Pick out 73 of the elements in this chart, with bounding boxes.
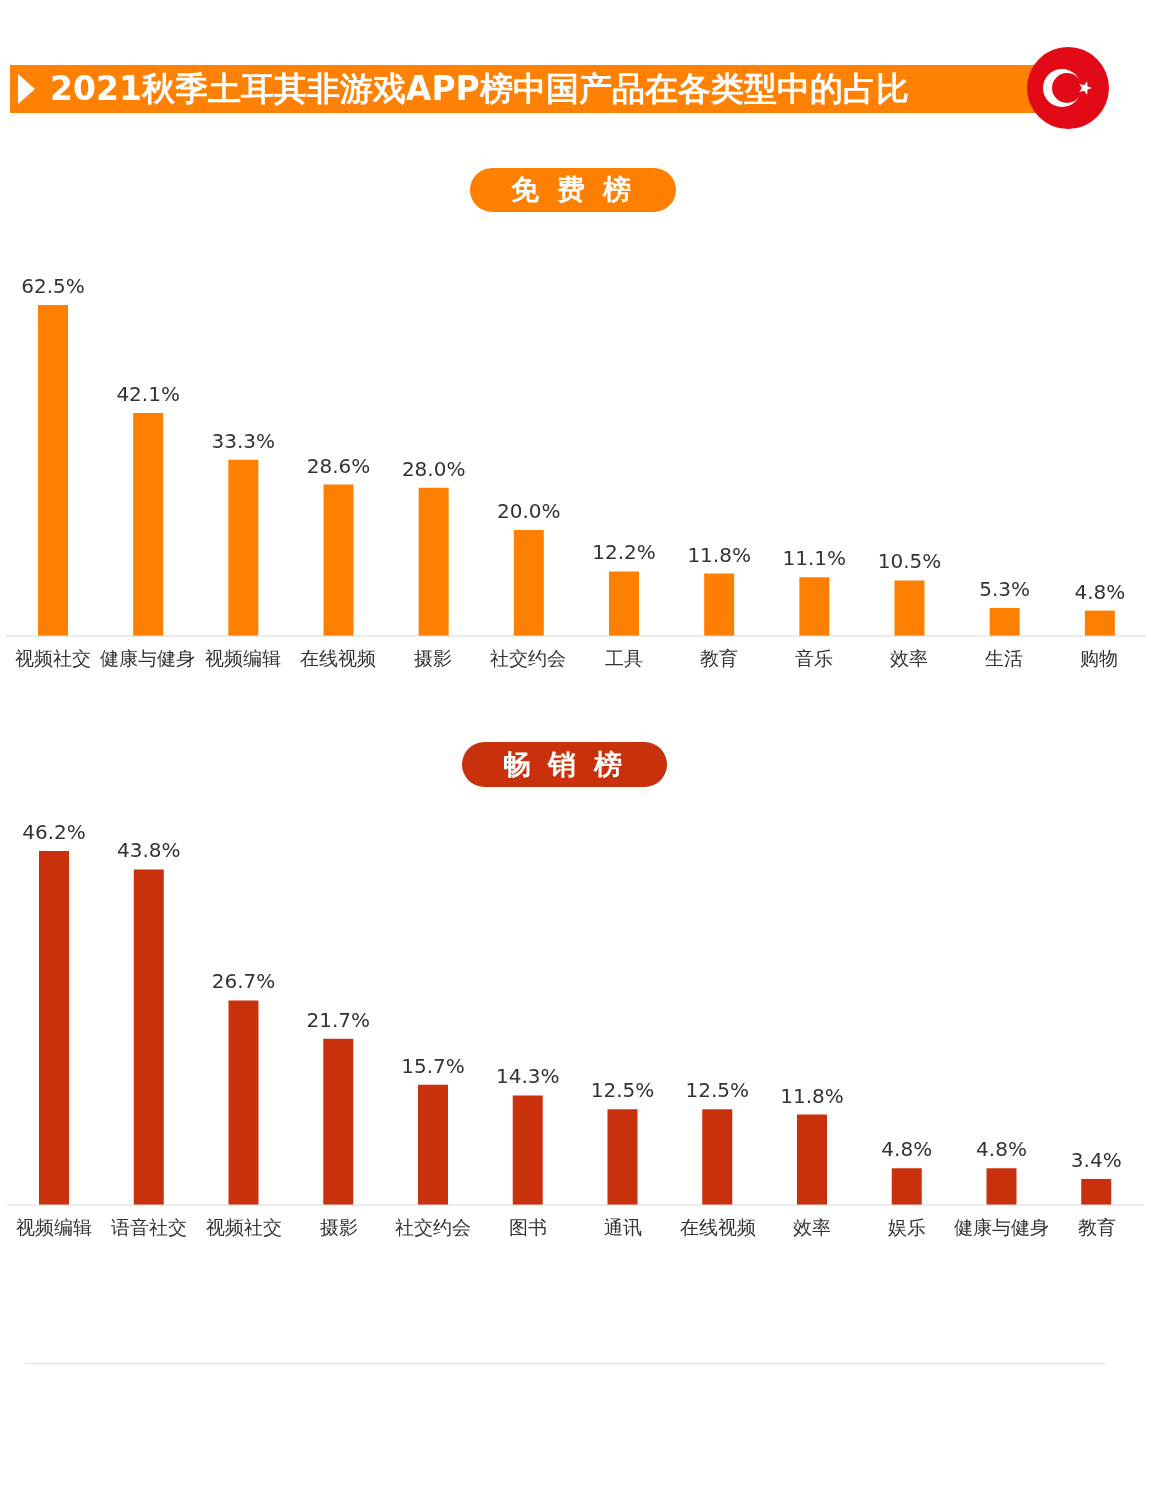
x-tick-label: 购物 <box>1080 647 1119 670</box>
bar <box>702 1109 733 1205</box>
bar <box>609 571 639 636</box>
data-label: 62.5% <box>21 274 85 298</box>
bar <box>133 413 164 636</box>
bar <box>323 484 354 636</box>
x-tick-label: 教育 <box>699 647 738 670</box>
data-label: 4.8% <box>976 1137 1027 1162</box>
x-tick-label: 效率 <box>793 1216 832 1239</box>
data-label: 12.5% <box>685 1078 750 1103</box>
data-label: 3.4% <box>1070 1147 1122 1172</box>
x-tick-label: 在线视频 <box>300 647 377 670</box>
bar <box>512 1095 543 1205</box>
data-label: 14.3% <box>495 1064 560 1089</box>
bar <box>799 577 830 636</box>
bar <box>38 305 68 636</box>
bar <box>989 607 1020 636</box>
data-label: 15.7% <box>401 1053 465 1078</box>
data-label: 42.1% <box>116 382 180 407</box>
x-tick-label: 生活 <box>985 647 1024 670</box>
x-tick-label: 视频编辑 <box>204 647 281 670</box>
data-label: 28.0% <box>401 456 466 481</box>
data-label: 20.0% <box>497 499 561 524</box>
bar <box>894 580 925 636</box>
x-tick-label: 通讯 <box>603 1216 642 1239</box>
bar <box>891 1168 922 1205</box>
data-label: 33.3% <box>211 428 276 453</box>
x-tick-label: 在线视频 <box>679 1216 756 1239</box>
data-label: 10.5% <box>877 549 942 574</box>
bar <box>704 573 735 636</box>
bar <box>39 851 69 1205</box>
data-label: 4.8% <box>1074 579 1126 604</box>
x-tick-label: 摄影 <box>319 1216 358 1239</box>
bar <box>133 869 164 1205</box>
data-label: 21.7% <box>306 1007 371 1032</box>
data-label: 4.8% <box>881 1137 933 1162</box>
data-label: 5.3% <box>979 576 1031 601</box>
bar <box>1084 610 1115 636</box>
data-label: 12.5% <box>590 1078 655 1103</box>
data-label: 11.1% <box>782 546 847 571</box>
bar <box>986 1168 1017 1205</box>
x-tick-label: 视频社交 <box>14 647 91 670</box>
data-label: 43.8% <box>116 838 181 863</box>
x-tick-label: 摄影 <box>414 647 453 670</box>
x-tick-label: 图书 <box>509 1216 548 1239</box>
bar <box>228 1000 259 1205</box>
x-tick-label: 视频编辑 <box>16 1216 93 1239</box>
bar <box>1081 1178 1112 1205</box>
chart-title: 2021秋季土耳其非游戏APP榜中国产品在各类型中的占比 <box>50 68 909 110</box>
bar <box>607 1109 638 1205</box>
x-tick-label: 娱乐 <box>888 1216 927 1239</box>
x-tick-label: 视频社交 <box>205 1216 282 1239</box>
x-tick-label: 社交约会 <box>490 647 567 670</box>
x-tick-label: 工具 <box>604 647 643 670</box>
bar <box>513 530 544 636</box>
x-tick-label: 教育 <box>1077 1216 1116 1239</box>
data-label: 28.6% <box>306 453 371 478</box>
x-tick-label: 社交约会 <box>395 1216 472 1239</box>
x-tick-label: 效率 <box>890 647 929 670</box>
data-label: 12.2% <box>592 540 656 565</box>
bar <box>797 1114 827 1205</box>
bar <box>418 1084 448 1205</box>
x-tick-label: 健康与健身 <box>954 1216 1050 1239</box>
bar <box>323 1038 354 1205</box>
bar <box>228 459 259 636</box>
x-tick-label: 音乐 <box>794 647 833 670</box>
data-label: 11.8% <box>780 1083 844 1108</box>
data-label: 11.8% <box>687 542 751 567</box>
x-tick-label: 健康与健身 <box>100 647 196 670</box>
x-tick-label: 语音社交 <box>111 1216 188 1239</box>
data-label: 26.7% <box>211 969 276 994</box>
bar <box>418 487 449 636</box>
data-label: 46.2% <box>22 820 86 844</box>
